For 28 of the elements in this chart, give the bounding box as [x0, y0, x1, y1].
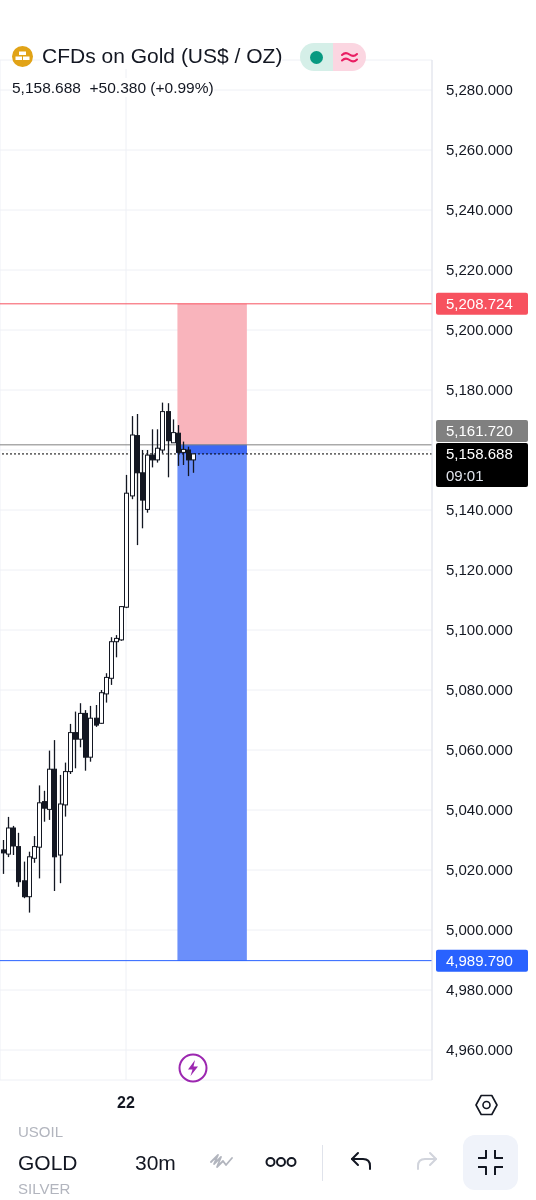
y-tick-label: 5,000.000 — [446, 921, 513, 938]
text: 30m — [135, 1150, 176, 1176]
text: SILVER — [18, 1180, 71, 1198]
chart-title: CFDs on Gold (US$ / OZ) — [42, 43, 283, 69]
y-tick-label: 5,280.000 — [446, 81, 513, 98]
text: 09:01 — [446, 466, 484, 484]
y-tick-label: 4,980.000 — [446, 981, 513, 998]
y-tick-label: 5,220.000 — [446, 261, 513, 278]
x-tick-label: 22 — [117, 1094, 135, 1111]
text: 5,158.688 +50.380 (+0.99%) — [12, 78, 214, 97]
y-tick-label: 5,200.000 — [446, 321, 513, 338]
y-tick-label: 5,120.000 — [446, 561, 513, 578]
y-tick-label: 5,240.000 — [446, 201, 513, 218]
y-tick-label: 5,060.000 — [446, 741, 513, 758]
y-tick-label: 4,960.000 — [446, 1041, 513, 1058]
y-tick-label: 5,040.000 — [446, 801, 513, 818]
y-tick-label: 5,100.000 — [446, 621, 513, 638]
y-tick-label: 5,020.000 — [446, 861, 513, 878]
ref-line-label: 5,208.724 — [446, 294, 513, 312]
y-tick-label: 5,180.000 — [446, 381, 513, 398]
y-tick-label: 5,140.000 — [446, 501, 513, 518]
text: USOIL — [18, 1123, 64, 1141]
ref-line-label: 4,989.790 — [446, 951, 513, 969]
ref-line-label: 5,161.720 — [446, 421, 513, 439]
ref-line-label: 5,158.688 — [446, 444, 513, 462]
y-tick-label: 5,260.000 — [446, 141, 513, 158]
y-tick-label: 5,080.000 — [446, 681, 513, 698]
text: GOLD — [18, 1150, 78, 1176]
